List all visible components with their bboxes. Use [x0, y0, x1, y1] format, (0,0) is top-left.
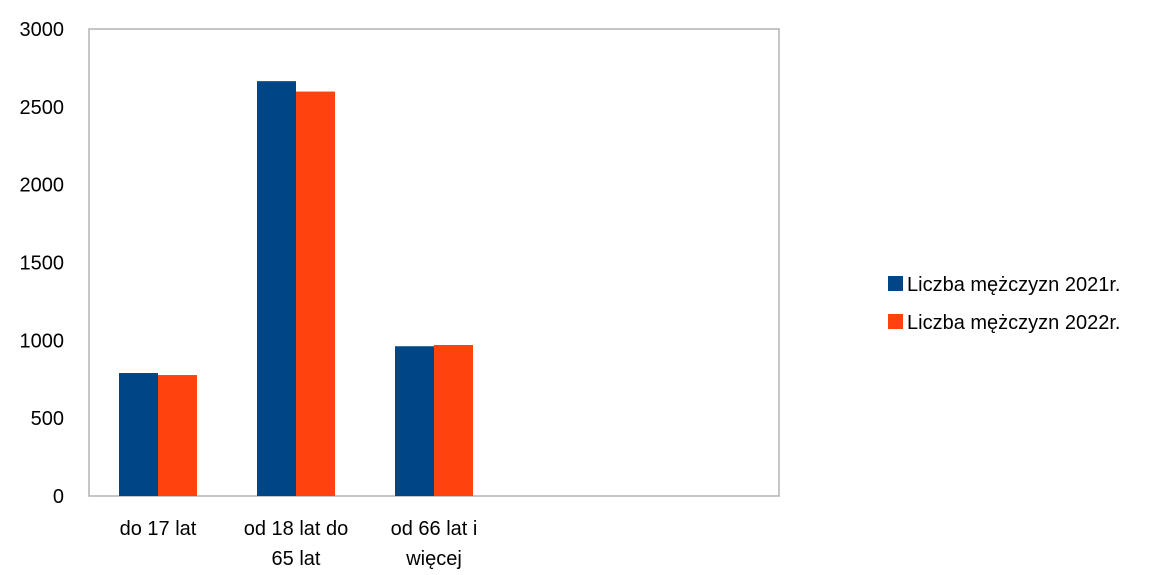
y-tick-label: 2000 [20, 175, 65, 197]
bar-2021-1 [257, 81, 296, 497]
legend-label: Liczba mężczyzn 2021r. [907, 274, 1120, 296]
bar-2021-0 [119, 373, 158, 496]
legend: Liczba mężczyzn 2021r. Liczba mężczyzn 20… [888, 274, 1120, 334]
bar-2021-2 [395, 346, 434, 496]
x-axis-labels: do 17 lat od 18 lat do 65 lat od 66 lat i wi… [120, 518, 478, 570]
y-tick-label: 500 [31, 408, 64, 430]
y-tick-label: 0 [53, 486, 64, 508]
y-tick-label: 1000 [20, 330, 65, 352]
y-tick-label: 1500 [20, 253, 65, 275]
y-axis-ticks: 0 500 1000 1500 2000 2500 3000 [20, 19, 65, 508]
y-tick-label: 3000 [20, 19, 65, 41]
legend-swatch [888, 276, 903, 291]
x-category-label: od 18 lat do [244, 518, 349, 540]
y-tick-label: 2500 [20, 97, 65, 119]
legend-label: Liczba mężczyzn 2022r. [907, 312, 1120, 334]
bars [119, 81, 473, 497]
x-category-label: do 17 lat [120, 518, 197, 540]
bar-2022-1 [296, 91, 335, 496]
x-category-label: więcej [405, 548, 462, 570]
x-category-label: od 66 lat i [391, 518, 478, 540]
bar-2022-2 [434, 345, 473, 496]
legend-swatch [888, 314, 903, 329]
bar-2022-0 [158, 375, 197, 496]
x-category-label: 65 lat [272, 548, 321, 570]
